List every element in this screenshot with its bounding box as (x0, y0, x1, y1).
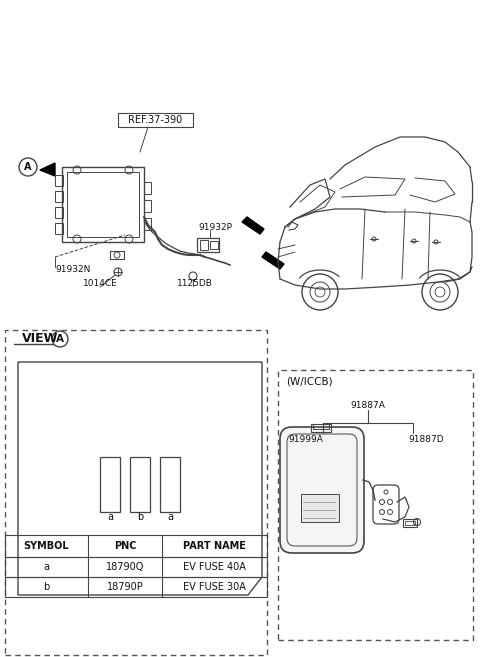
Bar (144, 182, 151, 194)
Text: 91887D: 91887D (408, 436, 444, 445)
Bar (313, 424, 329, 429)
Text: 18790P: 18790P (107, 582, 144, 592)
Bar (210, 241, 218, 249)
Text: 1014CE: 1014CE (83, 279, 118, 288)
Polygon shape (242, 217, 264, 234)
Text: A: A (56, 334, 64, 344)
Bar (5, 330, 267, 655)
Polygon shape (40, 163, 55, 176)
Text: b: b (43, 582, 49, 592)
Text: a: a (44, 562, 49, 572)
Bar (5, 577, 267, 597)
Bar (278, 370, 473, 640)
Bar (311, 424, 331, 432)
Text: 91887A: 91887A (350, 401, 385, 409)
Bar (67, 172, 139, 237)
Polygon shape (262, 252, 284, 269)
Bar (62, 167, 144, 242)
Text: (W/ICCB): (W/ICCB) (286, 377, 333, 387)
Bar (55, 191, 63, 202)
FancyBboxPatch shape (280, 427, 364, 553)
Bar (100, 457, 120, 512)
Bar (110, 251, 124, 259)
Text: EV FUSE 30A: EV FUSE 30A (183, 582, 246, 592)
Bar (160, 457, 180, 512)
Text: PART NAME: PART NAME (183, 541, 246, 551)
Bar (55, 175, 63, 186)
Bar (403, 519, 417, 527)
Text: VIEW: VIEW (22, 332, 59, 346)
Bar (130, 457, 150, 512)
Bar (118, 113, 193, 127)
Bar (5, 557, 267, 577)
Text: b: b (137, 512, 143, 522)
Bar (55, 207, 63, 218)
Bar (55, 223, 63, 234)
Text: a: a (167, 512, 173, 522)
Text: SYMBOL: SYMBOL (24, 541, 69, 551)
Text: a: a (107, 512, 113, 522)
Text: 18790Q: 18790Q (106, 562, 144, 572)
Text: 91999A: 91999A (288, 436, 323, 445)
Text: EV FUSE 40A: EV FUSE 40A (183, 562, 246, 572)
Bar (301, 494, 339, 522)
Bar (405, 521, 415, 525)
Text: 91932P: 91932P (198, 223, 232, 231)
Bar (144, 200, 151, 212)
Text: 1125DB: 1125DB (177, 279, 213, 288)
Text: A: A (24, 162, 32, 172)
Text: REF.37-390: REF.37-390 (128, 115, 182, 125)
Text: PNC: PNC (114, 541, 136, 551)
Text: 91932N: 91932N (55, 265, 90, 275)
Bar (144, 218, 151, 230)
Bar (5, 535, 267, 557)
Bar (197, 238, 219, 252)
Bar (200, 240, 208, 250)
